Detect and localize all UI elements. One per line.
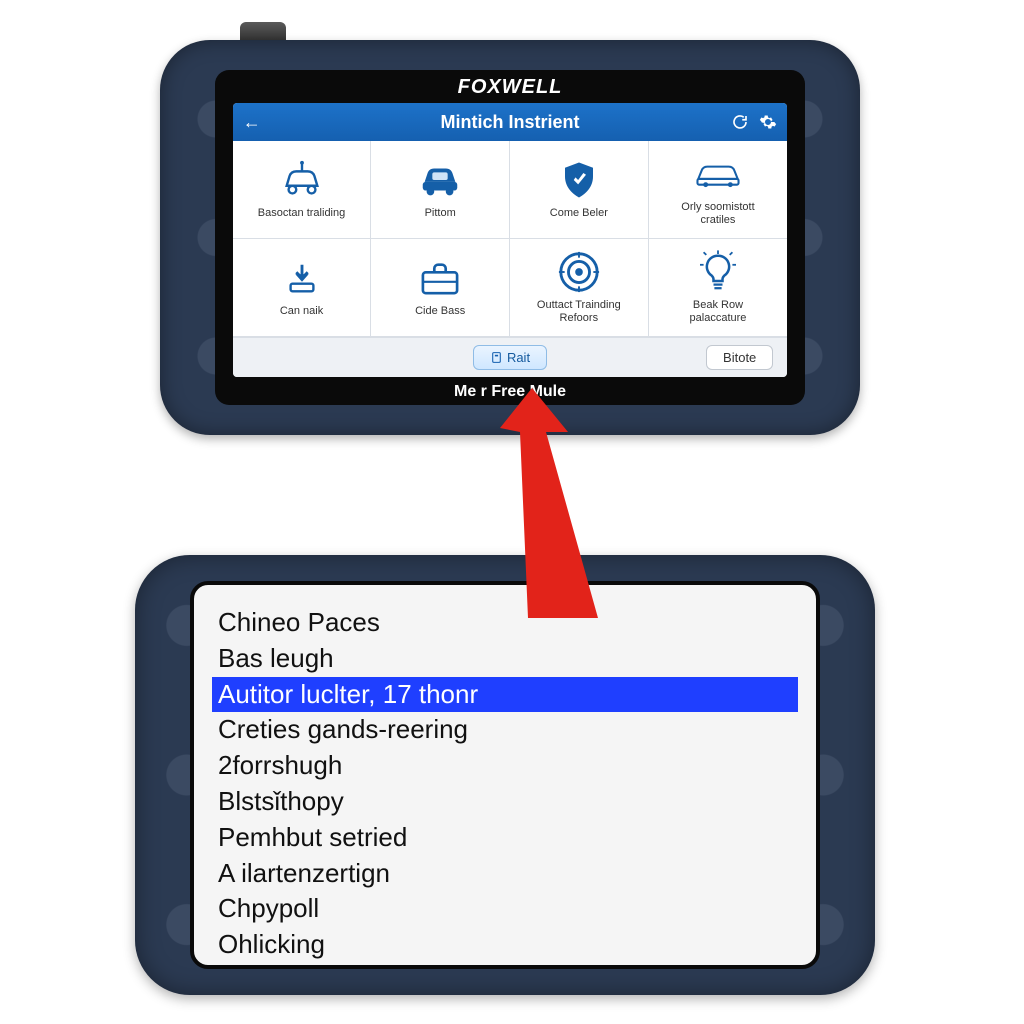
briefcase-icon [417,257,463,299]
top-screen: ← Mintich Instrient Basoctan traliding Pi… [233,103,788,377]
menu-tile-label: Cide Bass [415,305,465,318]
primary-button[interactable]: Rait [473,345,547,370]
menu-tile-label: Can naik [280,305,323,318]
list-item[interactable]: Blstsǐthopy [212,784,798,820]
list-item[interactable]: Chineo Paces [212,605,798,641]
primary-button-label: Rait [507,350,530,365]
list-item[interactable]: Autitor luclter, 17 thonr [212,677,798,713]
menu-tile-7[interactable]: Beak Row palaccature [649,239,788,337]
menu-tile-4[interactable]: Can naik [233,239,372,337]
list-item[interactable]: Ohlicking [212,927,798,963]
header-bar: ← Mintich Instrient [233,103,788,141]
menu-tile-0[interactable]: Basoctan traliding [233,141,372,239]
menu-tile-1[interactable]: Pittom [371,141,510,239]
car-solid-icon [417,159,463,201]
download-icon [279,257,325,299]
menu-tile-3[interactable]: Orly soomistott cratiles [649,141,788,239]
secondary-button[interactable]: Bitote [706,345,773,370]
device-bottom: Chineo PacesBas leughAutitor luclter, 17… [135,555,875,995]
list-item[interactable]: Chpypoll [212,891,798,927]
device-bottom-shell: Chineo PacesBas leughAutitor luclter, 17… [135,555,875,995]
menu-tile-label: Orly soomistott cratiles [663,201,773,226]
car-wide-icon [695,153,741,195]
menu-tile-label: Pittom [425,207,456,220]
list-menu: Chineo PacesBas leughAutitor luclter, 17… [212,605,798,963]
device-bottom-bezel: Chineo PacesBas leughAutitor luclter, 17… [190,581,820,969]
target-icon [556,251,602,293]
gear-icon[interactable] [759,113,777,131]
menu-tile-2[interactable]: Come Beler [510,141,649,239]
secondary-button-label: Bitote [723,350,756,365]
back-icon[interactable]: ← [243,112,261,133]
menu-tile-label: Outtact Trainding Refoors [524,299,634,324]
device-top-shell: FOXWELL ← Mintich Instrient [160,40,860,435]
menu-tile-label: Basoctan traliding [258,207,345,220]
refresh-icon[interactable] [731,113,749,131]
list-item[interactable]: Bas leugh [212,641,798,677]
device-top-bezel: FOXWELL ← Mintich Instrient [215,70,805,405]
list-item[interactable]: A ilartenzertign [212,856,798,892]
menu-grid: Basoctan traliding Pittom Come Beler Orly s… [233,141,788,337]
shield-check-icon [556,159,602,201]
under-screen-label: Me r Free Mule [454,377,566,405]
menu-tile-6[interactable]: Outtact Trainding Refoors [510,239,649,337]
device-top: FOXWELL ← Mintich Instrient [160,40,860,435]
list-item[interactable]: Pemhbut setried [212,820,798,856]
bulb-icon [695,251,741,293]
car-outline-icon [279,159,325,201]
brand-label: FOXWELL [458,70,563,103]
list-item[interactable]: Creties gands-reering [212,712,798,748]
menu-tile-5[interactable]: Cide Bass [371,239,510,337]
menu-tile-label: Beak Row palaccature [663,299,773,324]
list-item[interactable]: 2forrshugh [212,748,798,784]
footer-bar: Rait Bitote [233,337,788,377]
page-title: Mintich Instrient [233,112,788,133]
menu-tile-label: Come Beler [550,207,608,220]
